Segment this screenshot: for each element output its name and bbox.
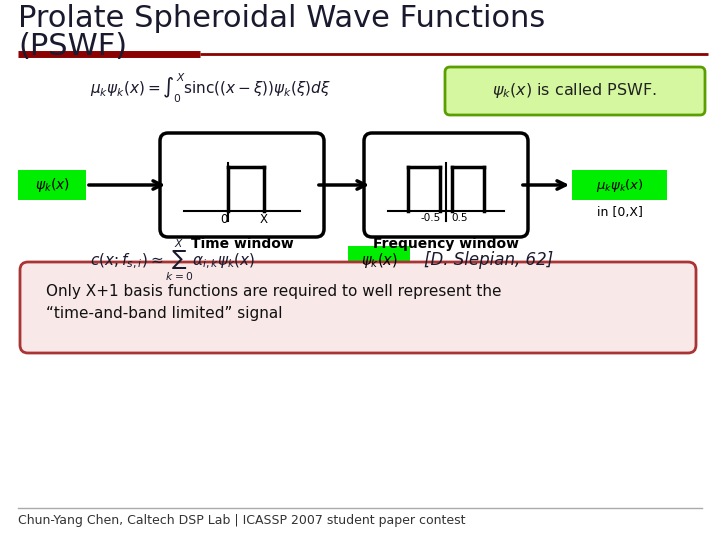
Text: -0.5: -0.5 [420,213,441,223]
Text: (PSWF): (PSWF) [18,32,127,61]
FancyBboxPatch shape [348,246,410,274]
FancyBboxPatch shape [18,170,86,200]
Text: $\mu_k\psi_k(x) = \int_0^X \mathrm{sinc}((x - \xi))\psi_k(\xi)d\xi$: $\mu_k\psi_k(x) = \int_0^X \mathrm{sinc}… [90,72,331,105]
Text: in [0,X]: in [0,X] [597,206,642,219]
FancyBboxPatch shape [364,133,528,237]
Text: [D. Slepian, 62]: [D. Slepian, 62] [424,251,553,269]
Text: Time window: Time window [191,237,293,251]
Text: 0.5: 0.5 [451,213,467,223]
FancyBboxPatch shape [445,67,705,115]
Text: Prolate Spheroidal Wave Functions: Prolate Spheroidal Wave Functions [18,4,545,33]
Text: $\psi_k(x)$: $\psi_k(x)$ [35,176,70,194]
FancyBboxPatch shape [160,133,324,237]
Text: $\psi_k(x)$ is called PSWF.: $\psi_k(x)$ is called PSWF. [492,82,657,100]
Text: Only X+1 basis functions are required to well represent the
“time-and-band limit: Only X+1 basis functions are required to… [46,284,502,321]
Text: $\psi_k(x)$: $\psi_k(x)$ [361,251,397,269]
Text: $\mu_k\psi_k(x)$: $\mu_k\psi_k(x)$ [595,177,644,193]
FancyBboxPatch shape [20,262,696,353]
Text: $c(x; f_{s,i}) \approx \sum_{k=0}^{X} \alpha_{i,k}\psi_k(x)$: $c(x; f_{s,i}) \approx \sum_{k=0}^{X} \a… [90,237,256,283]
Text: Chun-Yang Chen, Caltech DSP Lab | ICASSP 2007 student paper contest: Chun-Yang Chen, Caltech DSP Lab | ICASSP… [18,514,466,527]
Text: 0: 0 [220,213,228,226]
Text: Frequency window: Frequency window [373,237,519,251]
FancyBboxPatch shape [572,170,667,200]
Text: X: X [260,213,268,226]
